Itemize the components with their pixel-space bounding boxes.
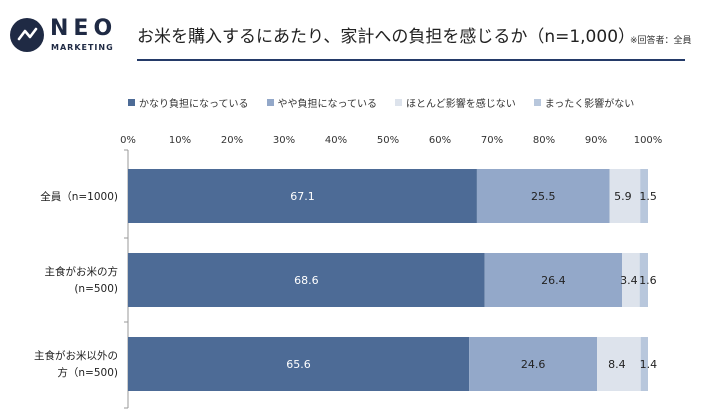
x-tick-label: 60% (429, 135, 451, 146)
bar-segment (128, 253, 485, 307)
legend-item: まったく影響がない (533, 95, 635, 110)
x-tick-label: 70% (481, 135, 503, 146)
logo-subtext: MARKETING (51, 43, 114, 52)
bar-segment (622, 253, 640, 307)
legend-item: ほとんど影響を感じない (395, 95, 516, 110)
legend-swatch (395, 99, 402, 106)
x-tick-label: 80% (533, 135, 555, 146)
data-label: 5.9 (614, 190, 632, 203)
title-rule (137, 59, 685, 61)
logo-text: NEO (50, 16, 118, 41)
bar-segment (640, 337, 648, 391)
legend-item: かなり負担になっている (128, 95, 249, 110)
bar-segment (469, 337, 598, 391)
bar-segment (476, 169, 610, 223)
category-label: 主食がお米の方 (45, 265, 119, 278)
data-label: 3.4 (620, 274, 638, 287)
category-label: 主食がお米以外の (34, 349, 118, 362)
legend-swatch (533, 99, 541, 106)
data-label: 1.6 (639, 274, 657, 287)
logo-mark-icon (10, 18, 44, 52)
legend-label: ほとんど影響を感じない (406, 99, 516, 110)
x-tick-label: 90% (585, 135, 607, 146)
data-label: 68.6 (294, 274, 319, 287)
bar-segment (484, 253, 622, 307)
legend-label: かなり負担になっている (139, 99, 249, 110)
bar-segment (640, 169, 648, 223)
data-label: 1.5 (639, 190, 657, 203)
data-label: 24.6 (521, 358, 546, 371)
respondent-note: ※回答者：全員 (630, 36, 692, 46)
legend: かなり負担になっている やや負担になっている ほとんど影響を感じない まったく影… (128, 95, 634, 110)
bar-segment (597, 337, 641, 391)
x-tick-label: 50% (377, 135, 399, 146)
legend-label: まったく影響がない (544, 99, 635, 110)
data-label: 1.4 (640, 358, 658, 371)
category-label: 全員（n=1000) (40, 190, 118, 203)
bar-segment (128, 169, 477, 223)
x-tick-label: 0% (120, 135, 136, 146)
data-label: 67.1 (290, 190, 315, 203)
x-tick-label: 10% (169, 135, 191, 146)
legend-swatch (266, 99, 274, 106)
bar-segment (639, 253, 648, 307)
data-label: 8.4 (608, 358, 626, 371)
chart-title: お米を購入するにあたり、家計への負担を感じるか（n=1,000） (137, 27, 636, 47)
x-tick-label: 20% (221, 135, 243, 146)
x-tick-label: 40% (325, 135, 347, 146)
logo: NEO MARKETING (10, 14, 120, 58)
x-tick-label: 30% (273, 135, 295, 146)
category-label: (n=500) (74, 283, 118, 295)
data-label: 65.6 (286, 358, 311, 371)
legend-label: やや負担になっている (277, 99, 378, 110)
legend-item: やや負担になっている (266, 95, 378, 110)
data-label: 26.4 (541, 274, 566, 287)
bar-segment (609, 169, 641, 223)
legend-swatch (128, 99, 135, 106)
data-label: 25.5 (531, 190, 556, 203)
category-label: 方（n=500) (57, 366, 118, 379)
bar-segment (128, 337, 470, 391)
x-tick-label: 100% (634, 135, 663, 146)
